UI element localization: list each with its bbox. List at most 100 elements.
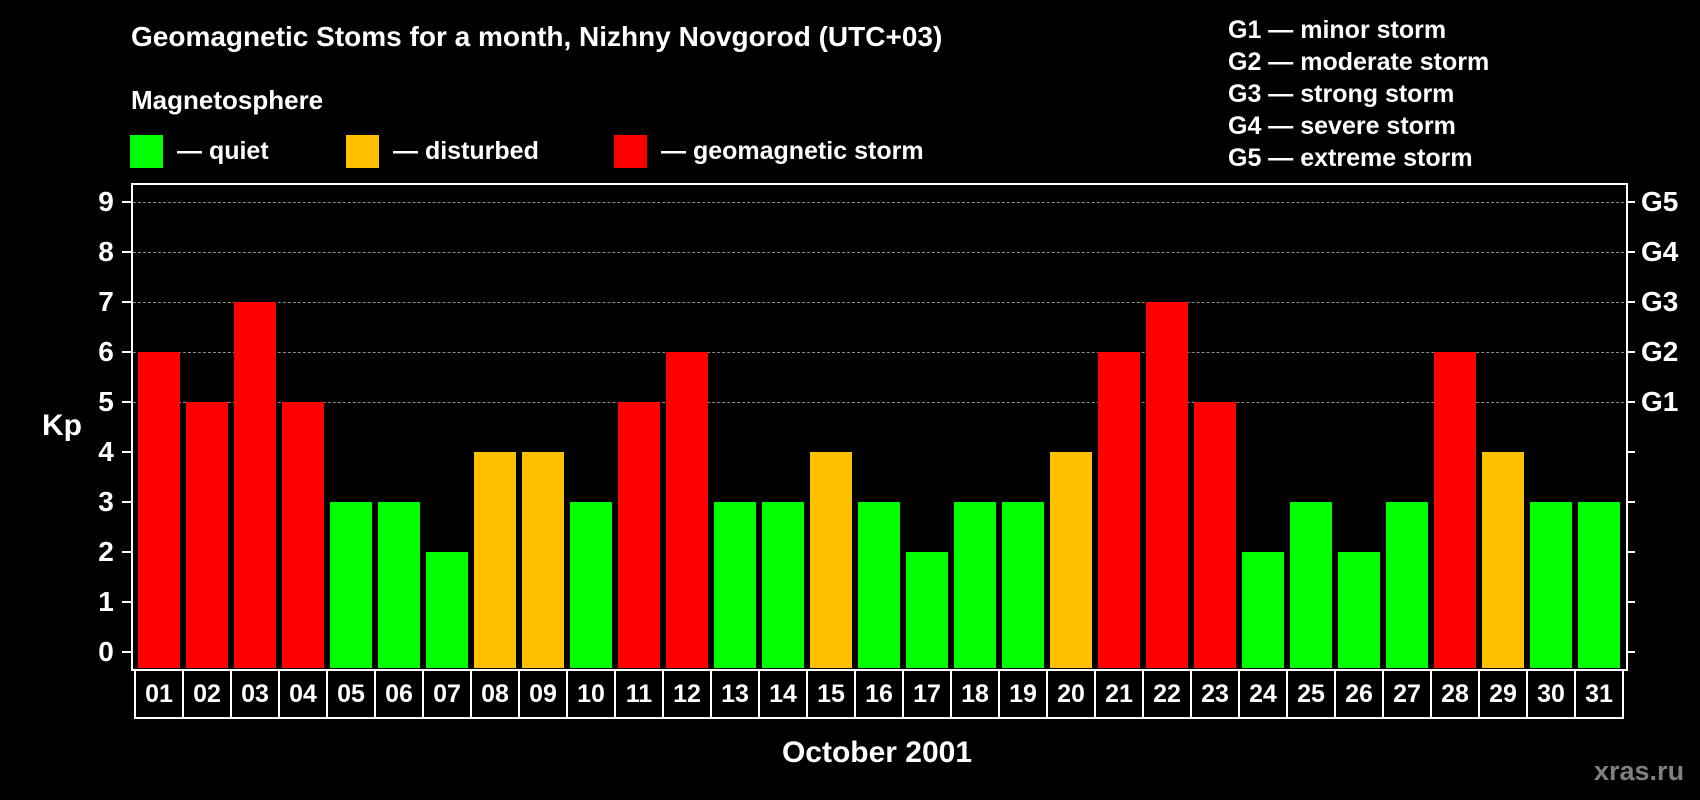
bar-disturbed — [474, 452, 516, 668]
bar-storm — [1146, 302, 1188, 668]
y-tick — [122, 651, 131, 653]
day-label: 16 — [856, 671, 904, 717]
y-tick-label: 0 — [98, 636, 114, 667]
right-tick — [1626, 351, 1635, 353]
day-label: 03 — [232, 671, 280, 717]
storm-level-label: G3 — [1641, 286, 1679, 317]
day-label: 14 — [760, 671, 808, 717]
chart-title: Geomagnetic Stoms for a month, Nizhny No… — [131, 21, 943, 52]
gridline — [133, 402, 1624, 403]
day-label: 30 — [1528, 671, 1576, 717]
day-label: 23 — [1192, 671, 1240, 717]
bar-disturbed — [522, 452, 564, 668]
bar-storm — [618, 402, 660, 668]
day-label: 28 — [1432, 671, 1480, 717]
storm-scale-g1: G1 — minor storm — [1228, 16, 1447, 44]
y-tick-label: 2 — [98, 536, 114, 567]
bar-disturbed — [810, 452, 852, 668]
day-label: 11 — [616, 671, 664, 717]
gridline — [133, 252, 1624, 253]
y-tick — [122, 301, 131, 303]
disturbed-swatch — [346, 135, 379, 168]
bar-quiet — [426, 552, 468, 668]
quiet-swatch — [130, 135, 163, 168]
bar-quiet — [330, 502, 372, 668]
day-label: 17 — [904, 671, 952, 717]
y-axis-label: Kp — [42, 409, 82, 442]
bar-quiet — [1002, 502, 1044, 668]
right-tick — [1626, 501, 1635, 503]
day-label: 13 — [712, 671, 760, 717]
day-label-table: 01 02 03 04 05 06 07 08 09 10 11 12 13 14 15 16 17 18 19 20… — [134, 669, 1624, 719]
bar-quiet — [1530, 502, 1572, 668]
day-label: 02 — [184, 671, 232, 717]
right-tick — [1626, 651, 1635, 653]
day-label: 25 — [1288, 671, 1336, 717]
y-tick — [122, 251, 131, 253]
legend-item-quiet: — quiet — [130, 135, 269, 168]
bar-storm — [282, 402, 324, 668]
right-tick — [1626, 551, 1635, 553]
day-label: 05 — [328, 671, 376, 717]
y-tick-label: 7 — [98, 286, 114, 317]
gridline — [133, 352, 1624, 353]
right-tick — [1626, 401, 1635, 403]
day-label: 10 — [568, 671, 616, 717]
legend-item-disturbed: — disturbed — [346, 135, 539, 168]
y-tick — [122, 601, 131, 603]
y-tick — [122, 551, 131, 553]
day-label: 21 — [1096, 671, 1144, 717]
day-label: 04 — [280, 671, 328, 717]
bar-quiet — [1242, 552, 1284, 668]
right-tick — [1626, 451, 1635, 453]
bar-storm — [138, 352, 180, 668]
storm-scale-g5: G5 — extreme storm — [1228, 144, 1473, 172]
day-label: 20 — [1048, 671, 1096, 717]
bar-quiet — [1578, 502, 1620, 668]
y-tick — [122, 201, 131, 203]
day-label: 19 — [1000, 671, 1048, 717]
day-label: 26 — [1336, 671, 1384, 717]
legend-label: — geomagnetic storm — [661, 137, 924, 165]
day-label: 15 — [808, 671, 856, 717]
right-tick — [1626, 301, 1635, 303]
bar-quiet — [906, 552, 948, 668]
y-tick — [122, 451, 131, 453]
y-tick-label: 1 — [98, 586, 114, 617]
day-label: 01 — [136, 671, 184, 717]
day-label: 08 — [472, 671, 520, 717]
bar-quiet — [1386, 502, 1428, 668]
bar-quiet — [1290, 502, 1332, 668]
day-label: 06 — [376, 671, 424, 717]
bar-quiet — [1338, 552, 1380, 668]
y-tick-label: 3 — [98, 486, 114, 517]
y-tick — [122, 351, 131, 353]
bar-storm — [1434, 352, 1476, 668]
legend-heading: Magnetosphere — [131, 85, 324, 115]
right-tick — [1626, 251, 1635, 253]
day-label: 27 — [1384, 671, 1432, 717]
storm-level-label: G1 — [1641, 386, 1679, 417]
bar-quiet — [954, 502, 996, 668]
bar-quiet — [858, 502, 900, 668]
day-label: 18 — [952, 671, 1000, 717]
y-tick — [122, 501, 131, 503]
day-label: 29 — [1480, 671, 1528, 717]
storm-swatch — [614, 135, 647, 168]
day-label: 07 — [424, 671, 472, 717]
right-tick — [1626, 201, 1635, 203]
bar-storm — [666, 352, 708, 668]
legend-label: — quiet — [177, 137, 269, 165]
bar-storm — [234, 302, 276, 668]
y-tick-label: 4 — [98, 436, 114, 467]
storm-level-label: G4 — [1641, 236, 1679, 267]
y-tick — [122, 401, 131, 403]
gridline — [133, 202, 1624, 203]
bar-disturbed — [1050, 452, 1092, 668]
y-tick-label: 6 — [98, 336, 114, 367]
y-tick-label: 9 — [98, 186, 114, 217]
bar-quiet — [762, 502, 804, 668]
storm-scale-g2: G2 — moderate storm — [1228, 48, 1490, 76]
y-tick-label: 8 — [98, 236, 114, 267]
bar-storm — [1194, 402, 1236, 668]
